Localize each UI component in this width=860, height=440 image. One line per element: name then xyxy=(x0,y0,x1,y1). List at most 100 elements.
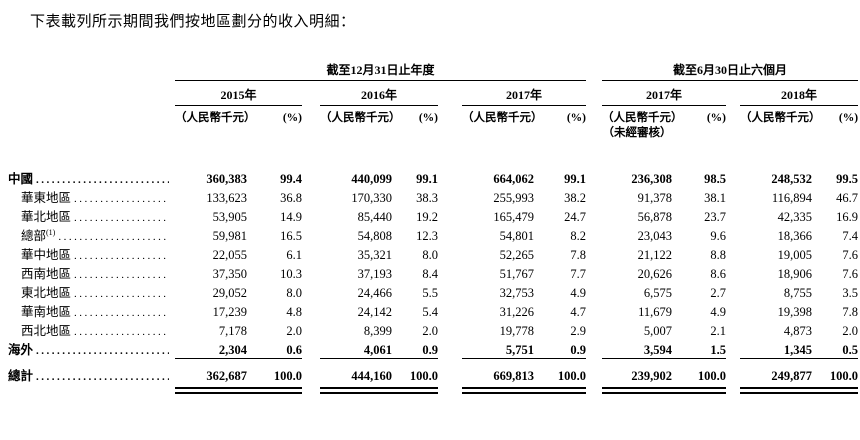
year-header: 2016年 xyxy=(320,80,438,106)
region-label: 海外 xyxy=(8,343,34,358)
percent-cell: 99.1 xyxy=(416,172,438,186)
percent-cell: 0.5 xyxy=(842,343,859,357)
value-cell: 8,755 xyxy=(783,286,813,300)
value-cell: 440,099 xyxy=(351,172,392,186)
spacer xyxy=(302,206,320,225)
spacer xyxy=(302,320,320,339)
dot-leader xyxy=(74,269,169,282)
percent-cell: 8.8 xyxy=(710,248,727,262)
spacer xyxy=(438,106,462,127)
dot-leader xyxy=(74,307,169,320)
percent-cell: 8.4 xyxy=(422,267,438,281)
percent-cell: 100.0 xyxy=(697,369,727,383)
percent-cell: 2.0 xyxy=(286,324,302,338)
dot-leader xyxy=(74,288,169,301)
spacer xyxy=(302,225,320,244)
double-rule xyxy=(462,387,534,394)
percent-cell: 4.9 xyxy=(570,286,587,300)
value-cell: 19,778 xyxy=(499,324,534,338)
percent-cell: 7.4 xyxy=(842,229,859,243)
value-cell: 91,378 xyxy=(637,191,673,205)
subtotal-rule-row xyxy=(8,358,859,363)
region-label: 總部 xyxy=(21,228,47,243)
spacer xyxy=(462,126,586,141)
percent-cell: 7.7 xyxy=(570,267,587,281)
spacer xyxy=(726,225,740,244)
rule-line xyxy=(672,358,727,363)
percent-cell: 0.9 xyxy=(570,343,587,357)
total-label: 總計 xyxy=(8,368,34,383)
dot-leader xyxy=(58,231,169,244)
region-label: 西南地區 xyxy=(21,266,72,281)
unit-header: （人民幣千元） xyxy=(740,112,821,125)
double-rule xyxy=(392,387,438,394)
percent-cell: 38.1 xyxy=(704,191,727,205)
percent-cell: 3.5 xyxy=(842,286,859,300)
value-cell: 5,751 xyxy=(505,343,534,357)
rule-line xyxy=(740,358,813,363)
spacer xyxy=(586,225,602,244)
year-header: 2015年 xyxy=(175,80,302,106)
table-row-northwest: 西北地區 7,178 2.0 8,399 2.0 19,778 2.9 5,00… xyxy=(8,320,858,339)
percent-cell: 0.6 xyxy=(286,343,302,357)
percent-cell: 100.0 xyxy=(557,369,587,383)
spacer xyxy=(438,301,462,320)
spacer xyxy=(586,126,602,141)
spacer xyxy=(438,363,462,384)
value-cell: 23,043 xyxy=(637,229,673,243)
percent-cell: 100.0 xyxy=(409,369,438,383)
spacer xyxy=(8,126,175,141)
spacer xyxy=(586,263,602,282)
table-row-overseas: 海外 2,304 0.6 4,061 0.9 5,751 0.9 3,594 1… xyxy=(8,339,858,359)
double-rule xyxy=(175,387,247,394)
spacer xyxy=(438,168,462,187)
spacer xyxy=(726,320,740,339)
percent-cell: 8.0 xyxy=(422,248,438,262)
spacer xyxy=(586,384,602,396)
percent-cell: 8.2 xyxy=(570,229,587,243)
value-cell: 37,350 xyxy=(212,267,247,281)
period-group-row: 截至12月31日止年度 截至6月30日止六個月 xyxy=(8,57,859,81)
percent-cell: 8.0 xyxy=(286,286,302,300)
percent-cell: 4.9 xyxy=(710,305,727,319)
period-group-header-annual: 截至12月31日止年度 xyxy=(175,57,587,81)
spacer xyxy=(438,384,462,396)
spacer xyxy=(726,301,740,320)
value-cell: 54,801 xyxy=(499,229,534,243)
percent-cell: 7.8 xyxy=(570,248,587,262)
double-rule xyxy=(320,387,392,394)
value-cell: 17,239 xyxy=(212,305,247,319)
value-cell: 664,062 xyxy=(493,172,534,186)
spacer xyxy=(302,339,320,359)
dot-leader xyxy=(74,250,169,263)
percent-cell: 16.5 xyxy=(280,229,302,243)
spacer xyxy=(726,363,740,384)
double-rule xyxy=(672,387,727,394)
percent-cell: 38.3 xyxy=(416,191,438,205)
percent-cell: 46.7 xyxy=(836,191,859,205)
percent-cell: 4.7 xyxy=(570,305,587,319)
percent-cell: 6.1 xyxy=(286,248,302,262)
double-rule xyxy=(602,387,673,394)
spacer xyxy=(438,282,462,301)
value-cell: 4,873 xyxy=(783,324,813,338)
spacer xyxy=(438,263,462,282)
value-cell: 24,142 xyxy=(357,305,392,319)
value-cell: 2,304 xyxy=(218,343,247,357)
spacer xyxy=(175,126,302,141)
dot-leader xyxy=(74,212,169,225)
percent-cell: 98.5 xyxy=(704,172,727,186)
region-label: 中國 xyxy=(8,171,34,186)
spacer xyxy=(302,282,320,301)
spacer xyxy=(8,141,858,168)
value-cell: 21,122 xyxy=(637,248,673,262)
table-row-north-china: 華北地區 53,905 14.9 85,440 19.2 165,479 24.… xyxy=(8,206,858,225)
spacer xyxy=(302,384,320,396)
rule-line xyxy=(534,358,587,363)
spacer xyxy=(740,126,858,141)
spacer xyxy=(8,81,175,106)
spacer xyxy=(438,225,462,244)
table-row-south-china: 華南地區 17,239 4.8 24,142 5.4 31,226 4.7 11… xyxy=(8,301,858,320)
spacer xyxy=(302,363,320,384)
spacer xyxy=(438,187,462,206)
